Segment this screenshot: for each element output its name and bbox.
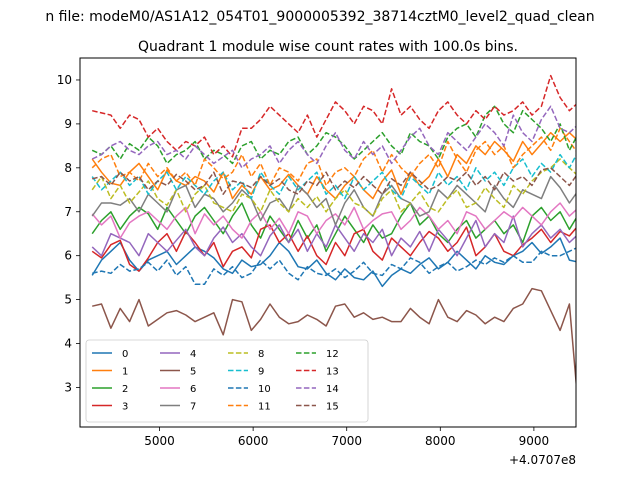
y-tick-label: 4	[64, 337, 72, 351]
series-line-12	[91, 105, 576, 165]
series-line-9	[91, 153, 576, 200]
figure-suptitle: n file: modeM0/AS1A12_054T01_9000005392_…	[45, 9, 594, 25]
series-line-7	[91, 175, 576, 226]
legend-label-9: 9	[258, 367, 264, 378]
legend-label-10: 10	[258, 384, 271, 395]
series-line-15	[92, 167, 576, 195]
y-tick-label: 5	[64, 293, 72, 307]
x-axis: 5000 6000 7000 8000 9000	[144, 427, 549, 448]
series-line-6	[91, 202, 576, 239]
y-axis: 3 4 5 6 7 8 9 10	[57, 73, 80, 394]
x-tick-label: 8000	[425, 434, 456, 448]
series-line-10	[92, 247, 576, 285]
x-tick-label: 5000	[144, 434, 175, 448]
legend-label-1: 1	[122, 367, 128, 378]
legend-label-0: 0	[122, 349, 128, 360]
legend-label-2: 2	[122, 384, 128, 395]
plot-area	[79, 57, 577, 428]
chart-title: Quadrant 1 module wise count rates with …	[138, 39, 518, 55]
x-offset-label: +4.0707e8	[509, 453, 576, 467]
series-layer	[91, 74, 576, 390]
legend-label-8: 8	[258, 349, 264, 360]
legend-label-4: 4	[190, 349, 196, 360]
y-tick-label: 10	[57, 73, 72, 87]
y-tick-label: 9	[64, 117, 72, 131]
y-tick-label: 8	[64, 161, 72, 175]
series-line-5	[92, 287, 576, 390]
y-tick-label: 6	[64, 249, 72, 263]
legend-box	[85, 339, 369, 423]
series-line-14	[91, 105, 576, 169]
y-tick-label: 7	[64, 205, 72, 219]
legend-label-5: 5	[190, 367, 196, 378]
legend-label-3: 3	[122, 402, 128, 413]
legend-label-6: 6	[190, 384, 196, 395]
series-line-8	[91, 158, 576, 217]
legend-label-14: 14	[326, 384, 339, 395]
series-line-4	[91, 215, 576, 257]
x-tick-label: 7000	[331, 434, 362, 448]
legend-label-15: 15	[326, 402, 339, 413]
legend-label-11: 11	[258, 402, 271, 413]
y-tick-label: 3	[64, 380, 72, 394]
x-tick-label: 9000	[519, 434, 550, 448]
legend-label-12: 12	[326, 349, 339, 360]
x-tick-label: 6000	[238, 434, 269, 448]
legend-label-13: 13	[326, 367, 339, 378]
series-line-0	[91, 237, 576, 288]
series-line-11	[91, 127, 576, 187]
series-line-1	[91, 131, 576, 200]
legend-label-7: 7	[190, 402, 196, 413]
axes-frame	[79, 57, 577, 428]
